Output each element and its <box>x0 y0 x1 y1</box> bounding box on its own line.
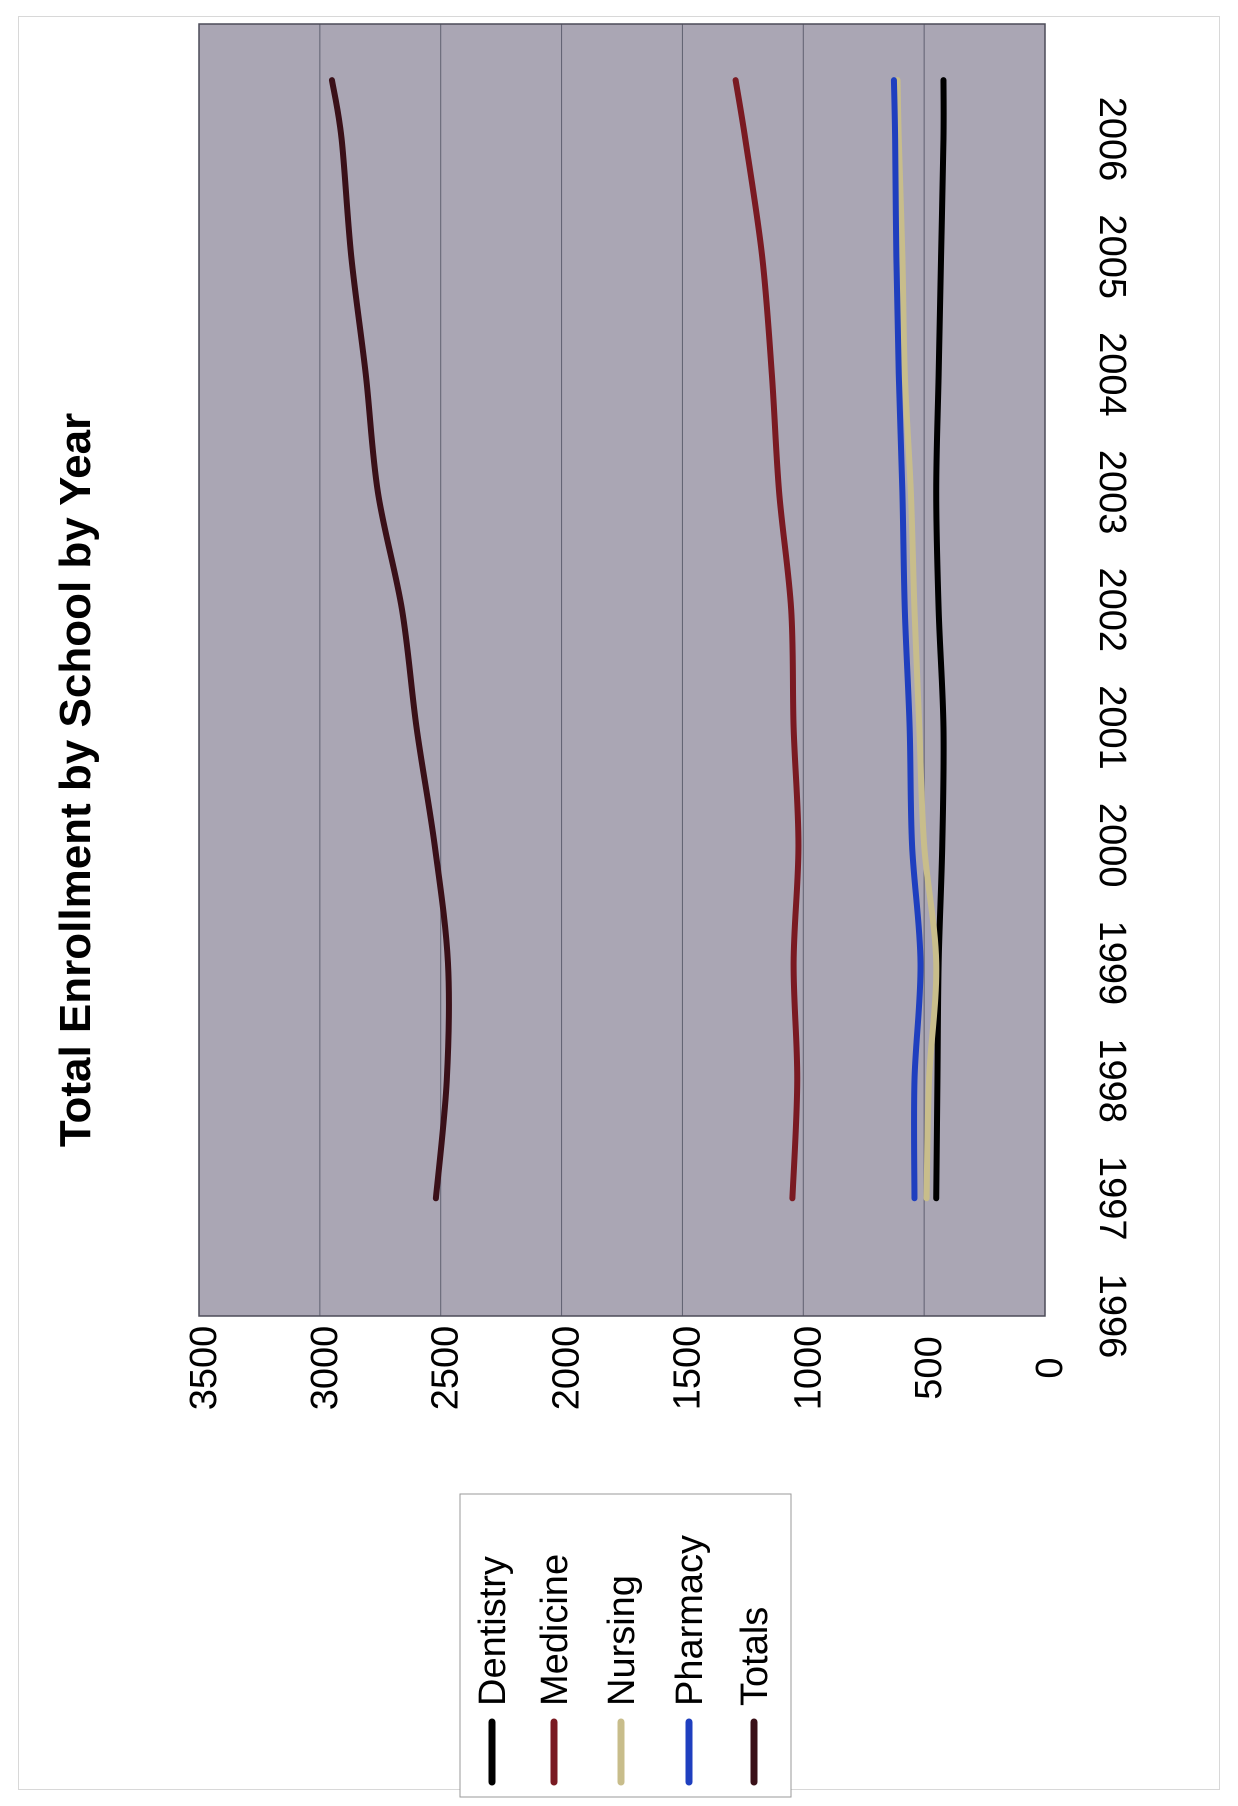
year-tick-label: 1997 <box>1091 1156 1133 1241</box>
year-tick-label: 2003 <box>1091 450 1133 535</box>
year-tick-label: 2006 <box>1091 97 1133 182</box>
value-tick-label: 3500 <box>183 1326 225 1411</box>
legend-label-totals: Totals <box>734 1607 776 1706</box>
chart-title: Total Enrollment by School by Year <box>51 413 100 1147</box>
series-lines <box>328 77 947 1202</box>
series-line-totals <box>328 77 453 1202</box>
year-tick-label: 2005 <box>1091 214 1133 299</box>
legend-label-medicine: Medicine <box>534 1554 576 1706</box>
year-tick-label: 1998 <box>1091 1038 1133 1123</box>
value-tick-label: 3000 <box>304 1326 346 1411</box>
year-tick-label: 2004 <box>1091 332 1133 417</box>
value-tick-label: 2500 <box>425 1326 467 1411</box>
value-tick-label: 1500 <box>666 1326 708 1411</box>
legend-box <box>459 1493 792 1798</box>
value-tick-label: 1000 <box>787 1326 829 1411</box>
value-tick-label: 0 <box>1029 1357 1071 1378</box>
legend-label-pharmacy: Pharmacy <box>669 1535 711 1706</box>
year-tick-label: 2002 <box>1091 568 1133 653</box>
legend-label-dentistry: Dentistry <box>472 1556 514 1706</box>
year-tick-label: 2000 <box>1091 803 1133 888</box>
series-line-nursing <box>894 77 940 1202</box>
plot-border <box>198 23 1046 1317</box>
year-axis: 1996 1997 1998 1999 2000 2001 2002 2003 2004 2005… <box>1091 97 1133 1359</box>
value-tick-label: 2000 <box>546 1326 588 1411</box>
series-line-dentistry <box>933 77 947 1202</box>
year-tick-label: 1999 <box>1091 921 1133 1006</box>
series-line-pharmacy <box>890 77 924 1202</box>
legend-label-nursing: Nursing <box>601 1575 643 1706</box>
year-tick-label: 2001 <box>1091 685 1133 770</box>
year-tick-label: 1996 <box>1091 1274 1133 1359</box>
series-line-medicine <box>732 77 802 1202</box>
value-axis: 0 500 1000 1500 2000 2500 3000 3500 <box>183 1326 1071 1411</box>
value-tick-label: 500 <box>908 1336 950 1399</box>
legend: Dentistry Medicine Nursing Pharmacy Totals <box>459 1493 792 1798</box>
